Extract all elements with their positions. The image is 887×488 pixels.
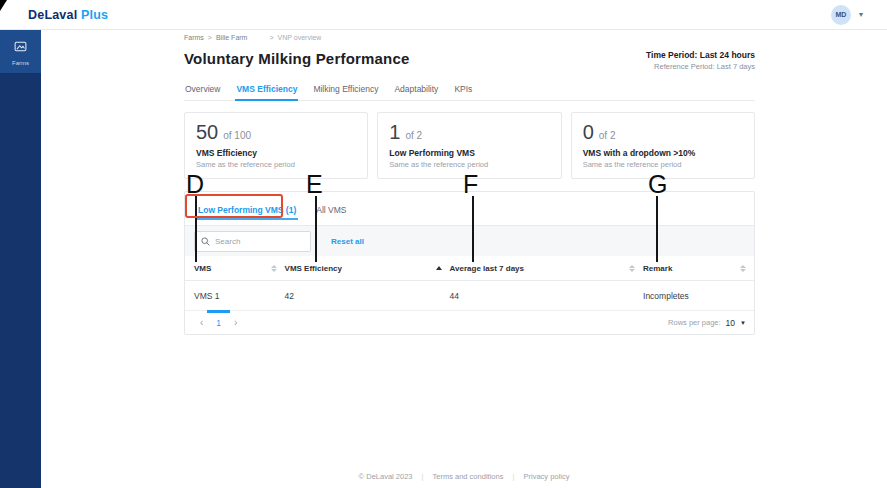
rows-per-page-label: Rows per page: xyxy=(668,318,721,327)
avatar[interactable]: MD xyxy=(831,5,851,25)
tab-milking-efficiency[interactable]: Milking Efficiency xyxy=(312,84,379,100)
chevron-down-icon[interactable]: ▼ xyxy=(740,320,746,326)
pagination: ‹ 1 › Rows per page: 10 ▼ xyxy=(185,311,754,334)
table-header-row: VMS VMS Efficiency Average last 7 days R… xyxy=(185,256,754,281)
stat-of-text: of 2 xyxy=(599,130,616,141)
sidebar-item-farms[interactable]: Farms xyxy=(0,30,41,73)
sort-icon[interactable] xyxy=(740,265,746,272)
column-header-vms[interactable]: VMS xyxy=(185,264,285,273)
search-box[interactable] xyxy=(194,231,311,252)
topbar: DeLaval Plus MD ▾ xyxy=(0,0,887,30)
tab-adaptability[interactable]: Adaptability xyxy=(393,84,439,100)
page-tabs: Overview VMS Efficiency Milking Efficien… xyxy=(184,84,755,101)
stat-subtext: Same as the reference period xyxy=(389,160,549,169)
breadcrumb-item-vnp-overview[interactable]: VNP overview xyxy=(278,34,322,41)
stat-of-text: of 100 xyxy=(223,130,251,141)
page-number[interactable]: 1 xyxy=(209,318,228,328)
vms-table-card: Low Performing VMS (1) All VMS Reset xyxy=(184,191,755,335)
reset-all-button[interactable]: Reset all xyxy=(331,237,364,246)
breadcrumb: Farms > Bille Farm > VNP overview xyxy=(184,34,755,41)
breadcrumb-item-farms[interactable]: Farms xyxy=(184,34,204,41)
stat-label: Low Performing VMS xyxy=(389,148,549,158)
footer-divider: | xyxy=(512,472,514,481)
stat-value: 50 xyxy=(196,121,218,144)
page-header: Voluntary Milking Performance Time Perio… xyxy=(184,50,755,71)
stat-card-low-performing: 1 of 2 Low Performing VMS Same as the re… xyxy=(377,112,561,179)
stat-card-vms-efficiency: 50 of 100 VMS Efficiency Same as the ref… xyxy=(184,112,368,179)
stat-value: 1 xyxy=(389,121,400,144)
breadcrumb-separator: > xyxy=(208,34,212,41)
breadcrumb-item-farm[interactable]: Bille Farm xyxy=(216,34,248,41)
sort-icon[interactable] xyxy=(629,265,635,272)
stat-cards-row: 50 of 100 VMS Efficiency Same as the ref… xyxy=(184,112,755,179)
tab-overview[interactable]: Overview xyxy=(184,84,221,100)
tab-vms-efficiency[interactable]: VMS Efficiency xyxy=(235,84,298,100)
prev-page-icon[interactable]: ‹ xyxy=(194,318,209,328)
cell-efficiency: 42 xyxy=(285,291,450,301)
stat-label: VMS Efficiency xyxy=(196,148,356,158)
column-header-remark[interactable]: Remark xyxy=(643,264,754,273)
table-tabs: Low Performing VMS (1) All VMS xyxy=(185,192,754,226)
page-title: Voluntary Milking Performance xyxy=(184,50,410,67)
table-row[interactable]: VMS 1 42 44 Incompletes xyxy=(185,281,754,311)
footer-divider: | xyxy=(422,472,424,481)
tab-all-vms[interactable]: All VMS xyxy=(312,195,350,225)
tab-low-performing-vms[interactable]: Low Performing VMS (1) xyxy=(194,195,300,225)
logo-primary: DeLaval xyxy=(28,8,77,22)
filter-row: Reset all xyxy=(185,226,754,256)
next-page-icon[interactable]: › xyxy=(228,318,243,328)
sidebar-item-label: Farms xyxy=(12,60,29,66)
terms-link[interactable]: Terms and conditions xyxy=(433,472,504,481)
chevron-down-icon[interactable]: ▾ xyxy=(859,11,863,19)
period-block: Time Period: Last 24 hours Reference Per… xyxy=(646,50,755,71)
search-icon xyxy=(201,232,210,250)
stat-label: VMS with a dropdown >10% xyxy=(583,148,743,158)
current-page-indicator xyxy=(207,310,230,313)
column-header-vms-efficiency[interactable]: VMS Efficiency xyxy=(285,264,450,273)
rows-per-page: Rows per page: 10 ▼ xyxy=(668,318,746,328)
topbar-user-menu[interactable]: MD ▾ xyxy=(831,5,863,25)
privacy-link[interactable]: Privacy policy xyxy=(524,472,570,481)
stat-value: 0 xyxy=(583,121,594,144)
sidebar: Farms xyxy=(0,30,41,488)
copyright-text: © DeLaval 2023 xyxy=(359,472,413,481)
sort-icon[interactable] xyxy=(271,265,277,272)
time-period-label: Time Period: Last 24 hours xyxy=(646,50,755,60)
main-area: Farms > Bille Farm > VNP overview Volunt… xyxy=(41,30,887,488)
cell-average: 44 xyxy=(450,291,643,301)
stat-subtext: Same as the reference period xyxy=(583,160,743,169)
logo-accent: Plus xyxy=(81,8,108,22)
search-input[interactable] xyxy=(215,237,304,246)
farms-icon xyxy=(14,39,27,57)
rows-per-page-value[interactable]: 10 xyxy=(726,318,735,328)
delaval-plus-logo: DeLaval Plus xyxy=(28,8,108,22)
footer: © DeLaval 2023 | Terms and conditions | … xyxy=(41,472,887,481)
stat-of-text: of 2 xyxy=(405,130,422,141)
breadcrumb-separator: > xyxy=(269,34,273,41)
sort-asc-icon[interactable] xyxy=(436,266,442,270)
content-column: Farms > Bille Farm > VNP overview Volunt… xyxy=(184,30,755,335)
stat-card-dropdown: 0 of 2 VMS with a dropdown >10% Same as … xyxy=(571,112,755,179)
reference-period-label: Reference Period: Last 7 days xyxy=(646,62,755,71)
tab-kpis[interactable]: KPIs xyxy=(453,84,473,100)
app-window: DeLaval Plus MD ▾ Farms Farms > Bille Fa xyxy=(0,0,887,488)
cell-remark: Incompletes xyxy=(643,291,754,301)
column-header-average[interactable]: Average last 7 days xyxy=(450,264,643,273)
cell-vms: VMS 1 xyxy=(185,291,285,301)
stat-subtext: Same as the reference period xyxy=(196,160,356,169)
